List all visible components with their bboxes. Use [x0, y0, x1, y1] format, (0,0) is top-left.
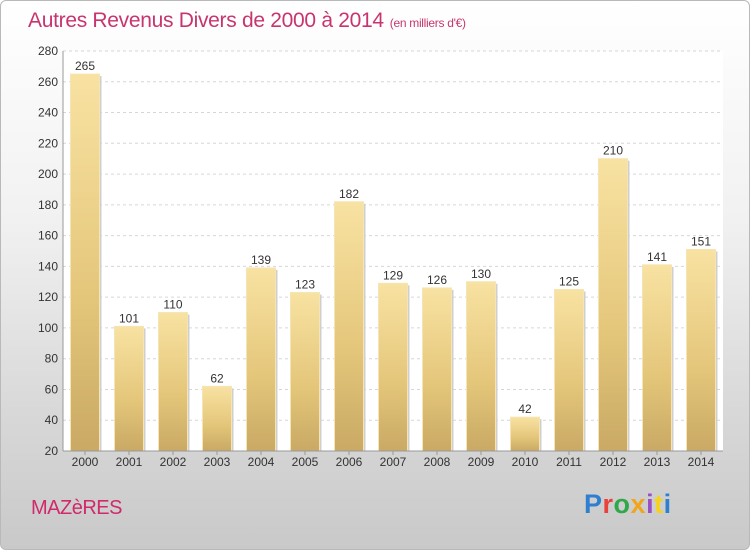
bar: [114, 325, 144, 452]
brand-logo-letter: t: [654, 489, 664, 519]
chart-title: Autres Revenus Divers de 2000 à 2014 (en …: [28, 9, 466, 33]
x-tick-label: 2011: [556, 455, 582, 469]
bar-value-label: 182: [339, 187, 359, 201]
x-axis: 2000 2001 2002 2003 2004 2005 2006 2007 2008 2009…: [63, 450, 723, 469]
chart-title-text: Autres Revenus Divers de 2000 à 2014: [28, 9, 384, 32]
y-tick-label: 200: [38, 167, 58, 181]
bar: [378, 282, 408, 452]
bar: [466, 281, 496, 452]
x-tick-label: 2004: [248, 455, 275, 469]
bar-value-label: 130: [471, 267, 491, 281]
x-tick-label: 2012: [600, 455, 627, 469]
y-tick-label: 160: [38, 229, 58, 243]
x-tick-label: 2000: [72, 455, 99, 469]
bar: [642, 264, 672, 452]
y-tick-label: 60: [45, 382, 59, 396]
x-tick-label: 2007: [380, 455, 407, 469]
bar: [334, 201, 364, 452]
bar-value-label: 110: [163, 298, 182, 312]
bar: [422, 287, 452, 452]
bar: [598, 158, 628, 452]
bar-value-label: 125: [559, 274, 579, 288]
bar: [554, 288, 584, 452]
x-tick-label: 2013: [644, 455, 671, 469]
brand-logo-letter: i: [646, 489, 655, 519]
brand-logo: Proxiti: [584, 489, 672, 520]
bar-value-label: 210: [603, 144, 623, 158]
bar: [202, 385, 232, 452]
bar: [158, 312, 188, 452]
bar: [686, 248, 716, 452]
y-tick-label: 40: [45, 413, 59, 427]
x-tick-label: 2002: [160, 455, 187, 469]
city-label: MAZèRES: [31, 497, 122, 519]
bar: [290, 292, 320, 452]
bar-value-label: 129: [383, 268, 403, 282]
x-tick-label: 2014: [688, 455, 715, 469]
y-tick-label: 100: [38, 321, 58, 335]
brand-logo-letter: o: [613, 489, 631, 519]
x-tick-label: 2008: [424, 455, 451, 469]
bar-value-label: 265: [75, 59, 95, 73]
bar-value-label: 141: [647, 250, 667, 264]
x-tick-label: 2005: [292, 455, 319, 469]
x-tick-label: 2009: [468, 455, 495, 469]
y-tick-label: 260: [38, 75, 58, 89]
bar-value-label: 123: [295, 278, 315, 292]
y-tick-label: 180: [38, 198, 58, 212]
bar-value-label: 62: [210, 371, 224, 385]
brand-logo-letter: i: [663, 489, 672, 519]
brand-logo-letter: r: [602, 489, 614, 519]
y-tick-label: 240: [38, 106, 58, 120]
x-tick-label: 2010: [512, 455, 539, 469]
y-tick-label: 80: [45, 352, 59, 366]
bar: [246, 267, 276, 452]
x-tick-label: 2006: [336, 455, 363, 469]
bar: [510, 416, 540, 452]
y-tick-label: 120: [38, 290, 58, 304]
bar-value-label: 101: [119, 311, 139, 325]
bar-value-label: 139: [251, 253, 271, 267]
y-tick-label: 140: [38, 259, 58, 273]
value-labels: 265 101 110 62 139 123 182 129 126 130 42 125 210 141…: [75, 59, 711, 416]
bar: [70, 73, 100, 452]
brand-logo-letter: P: [584, 489, 603, 519]
bar-value-label: 151: [691, 234, 711, 248]
x-tick-label: 2003: [204, 455, 231, 469]
bar-value-label: 126: [427, 273, 447, 287]
y-tick-label: 220: [38, 136, 58, 150]
brand-logo-letter: x: [630, 489, 647, 519]
y-axis: 20 40 60 80 100 120 140 160 180 200 220 240 260 280: [38, 44, 64, 458]
y-tick-label: 280: [38, 44, 58, 58]
bar-value-label: 42: [518, 402, 532, 416]
y-tick-label: 20: [45, 444, 59, 458]
chart-unit-note: (en milliers d'€): [389, 16, 466, 30]
x-tick-label: 2001: [116, 455, 143, 469]
